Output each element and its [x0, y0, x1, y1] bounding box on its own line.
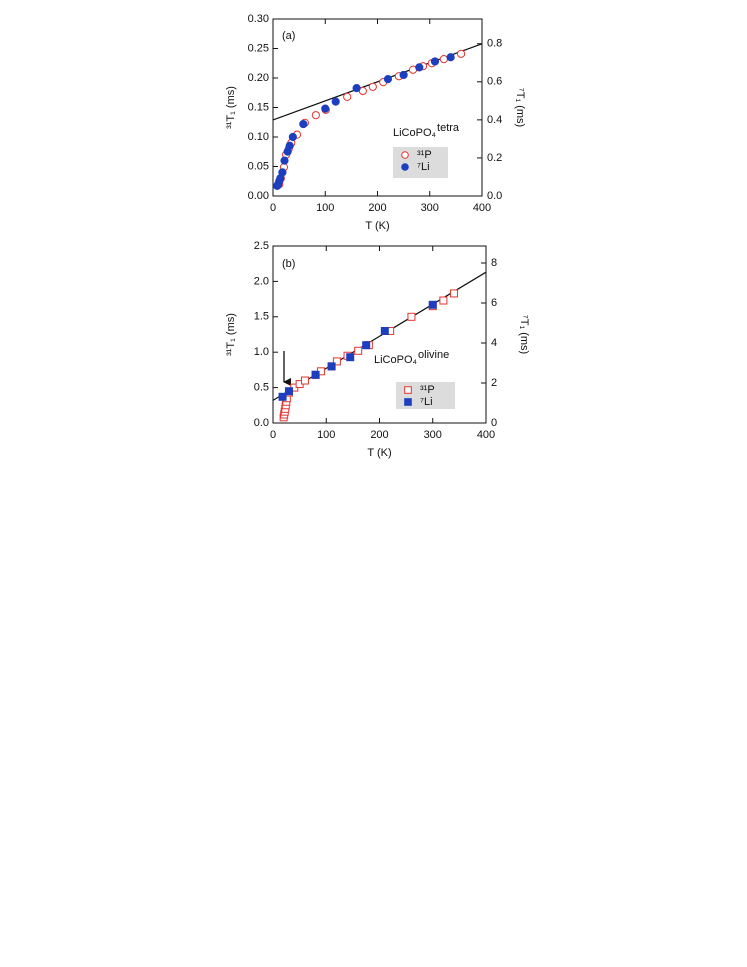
- data-point: [278, 392, 287, 401]
- data-point: [331, 97, 340, 106]
- y2-tick-label: 6: [491, 297, 497, 309]
- data-point: [321, 104, 330, 113]
- y2-tick-label: 0.6: [487, 76, 502, 88]
- data-point: [346, 353, 355, 362]
- x-tick-label: 100: [317, 429, 335, 441]
- y2-tick-label: 2: [491, 377, 497, 389]
- data-point: [288, 132, 297, 142]
- data-point: [327, 362, 336, 371]
- plot-frame: [272, 18, 483, 197]
- data-point: [280, 156, 289, 165]
- y-tick-label: 0.15: [248, 101, 269, 113]
- y-axis-label: ³¹T₁ (ms): [225, 313, 237, 356]
- legend-marker: [404, 398, 412, 406]
- y-tick-label: 0.5: [254, 382, 269, 394]
- legend-marker: [401, 151, 409, 159]
- sample-label: LiCoPO₄: [374, 354, 418, 366]
- y2-tick-label: 0: [491, 417, 497, 429]
- data-point: [278, 168, 287, 177]
- x-tick-label: 300: [421, 202, 439, 214]
- data-point: [343, 92, 352, 101]
- data-point: [299, 119, 308, 129]
- data-point: [354, 346, 363, 355]
- x-tick-label: 200: [370, 429, 388, 441]
- y2-tick-label: 0.2: [487, 152, 502, 164]
- y-tick-label: 1.5: [254, 311, 269, 323]
- y2-tick-label: 4: [491, 337, 497, 349]
- data-point: [428, 300, 437, 309]
- y-tick-label: 0.05: [248, 160, 269, 172]
- x-axis-label: T (K): [365, 220, 389, 232]
- data-point: [439, 55, 448, 64]
- x-tick-label: 200: [368, 202, 386, 214]
- y-tick-label: 1.0: [254, 346, 269, 358]
- x-tick-label: 400: [473, 202, 491, 214]
- data-point: [284, 387, 293, 396]
- y-tick-label: 0.0: [254, 417, 269, 429]
- y2-axis-label: ⁷T₁ (ms): [518, 315, 530, 354]
- data-point: [300, 376, 309, 385]
- y-tick-label: 0.25: [248, 42, 269, 54]
- x-tick-label: 100: [316, 202, 334, 214]
- y2-tick-label: 0.0: [487, 190, 502, 202]
- sample-phase: tetra: [437, 122, 460, 134]
- x-tick-label: 400: [477, 429, 495, 441]
- legend-marker: [404, 386, 412, 394]
- data-point: [383, 75, 393, 84]
- y2-tick-label: 0.4: [487, 114, 502, 126]
- y2-tick-label: 0.8: [487, 38, 502, 50]
- data-point: [311, 111, 320, 120]
- data-point: [380, 327, 389, 335]
- data-point: [399, 70, 408, 80]
- y-tick-label: 0.10: [248, 131, 269, 143]
- y-tick-label: 0.00: [248, 190, 269, 202]
- legend-label: ⁷Li: [420, 396, 433, 408]
- data-point: [450, 289, 459, 298]
- sample-label: LiCoPO₄: [393, 127, 437, 139]
- y-tick-label: 0.20: [248, 72, 269, 84]
- data-point: [430, 57, 440, 66]
- sample-phase: olivine: [418, 349, 449, 361]
- y-tick-label: 0.30: [248, 13, 269, 25]
- y-tick-label: 2.5: [254, 240, 269, 252]
- legend-box: [393, 147, 448, 178]
- data-point: [446, 53, 455, 62]
- y2-tick-label: 8: [491, 257, 497, 269]
- data-point: [368, 82, 377, 91]
- y-axis-label: ³¹T₁ (ms): [225, 86, 237, 129]
- data-point: [407, 312, 416, 321]
- y-tick-label: 2.0: [254, 275, 269, 287]
- x-axis-label: T (K): [367, 447, 391, 459]
- legend-label: ⁷Li: [417, 161, 430, 173]
- legend-label: ³¹P: [420, 384, 435, 396]
- data-point: [439, 296, 448, 305]
- data-point: [285, 141, 294, 150]
- data-point: [352, 83, 361, 93]
- y2-axis-label: ⁷T₁ (ms): [514, 88, 526, 127]
- data-point: [415, 63, 424, 72]
- x-tick-label: 300: [424, 429, 442, 441]
- x-tick-label: 0: [270, 429, 276, 441]
- legend-label: ³¹P: [417, 149, 432, 161]
- data-point: [311, 370, 320, 379]
- panel-label: (b): [282, 258, 295, 270]
- data-point: [362, 341, 371, 350]
- data-point: [332, 357, 341, 366]
- x-tick-label: 0: [270, 202, 276, 214]
- legend-marker: [401, 163, 409, 171]
- data-point: [457, 49, 466, 58]
- panel-label: (a): [282, 30, 295, 42]
